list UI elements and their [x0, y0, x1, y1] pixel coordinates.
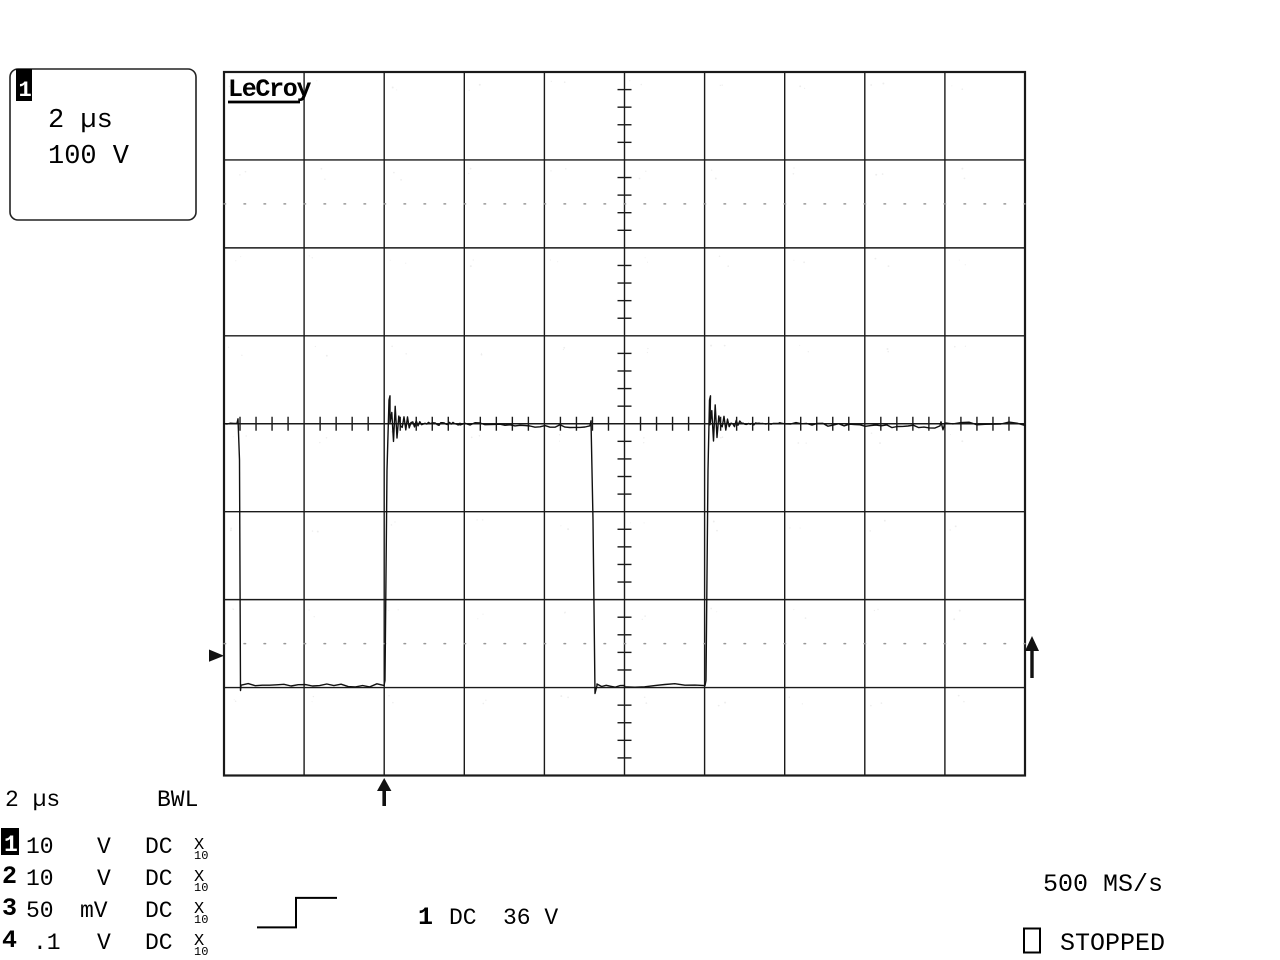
svg-text:1: 1 — [4, 832, 18, 858]
svg-text:10: 10 — [26, 834, 54, 860]
svg-text:DC: DC — [449, 905, 477, 931]
svg-text:DC: DC — [145, 834, 173, 860]
svg-text:50: 50 — [26, 898, 54, 924]
svg-text:10: 10 — [194, 849, 208, 863]
svg-text:10: 10 — [26, 866, 54, 892]
svg-text:mV: mV — [80, 898, 108, 924]
svg-text:DC: DC — [145, 866, 173, 892]
svg-text:2 µs: 2 µs — [5, 787, 60, 813]
svg-text:10: 10 — [194, 945, 208, 959]
svg-text:36 V: 36 V — [503, 905, 558, 931]
svg-text:2: 2 — [2, 862, 17, 891]
svg-text:DC: DC — [145, 898, 173, 924]
svg-text:100 V: 100 V — [48, 142, 130, 172]
svg-text:1: 1 — [19, 78, 32, 103]
svg-text:10: 10 — [194, 881, 208, 895]
svg-text:V: V — [97, 834, 111, 860]
svg-text:DC: DC — [145, 930, 173, 956]
svg-text:.1: .1 — [33, 930, 61, 956]
svg-text:V: V — [97, 930, 111, 956]
svg-text:10: 10 — [194, 913, 208, 927]
svg-text:1: 1 — [418, 903, 433, 932]
svg-text:STOPPED: STOPPED — [1060, 929, 1165, 958]
svg-text:V: V — [97, 866, 111, 892]
svg-text:BWL: BWL — [157, 787, 198, 813]
svg-text:500 MS/s: 500 MS/s — [1043, 870, 1163, 899]
svg-text:4: 4 — [2, 926, 17, 955]
svg-text:3: 3 — [2, 894, 17, 923]
svg-text:2 µs: 2 µs — [48, 106, 113, 136]
svg-text:LeCroy: LeCroy — [228, 75, 312, 104]
